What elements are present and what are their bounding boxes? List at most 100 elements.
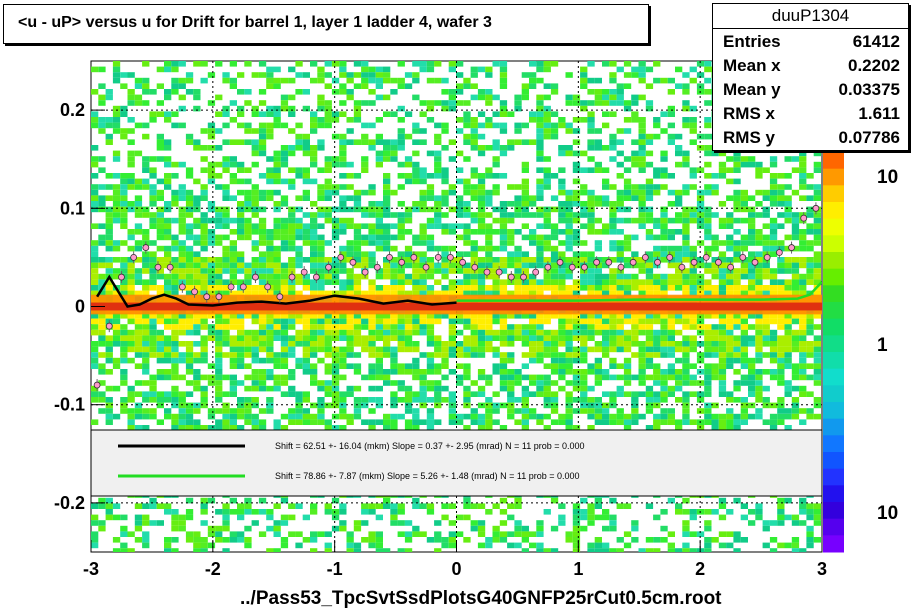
heatmap-cell [251,184,259,190]
heatmap-cell [536,380,544,386]
heatmap-cell [514,139,522,145]
heatmap-cell [412,234,420,241]
heatmap-cell [397,341,405,347]
heatmap-cell [310,369,318,375]
heatmap-cell [565,341,573,347]
heatmap-cell [244,509,252,515]
heatmap-cell [237,341,245,347]
heatmap-cell [609,290,617,297]
heatmap-cell [156,419,164,425]
heatmap-cell [120,369,128,375]
heatmap-cell [587,385,595,392]
heatmap-cell [791,363,800,369]
heatmap-cell [127,425,135,431]
heatmap-cell [112,72,121,78]
heatmap-cell [718,531,727,537]
heatmap-cell [477,290,486,297]
heatmap-cell [514,201,522,207]
heatmap-cell [426,100,435,106]
heatmap-cell [682,408,690,414]
heatmap-cell [507,201,515,207]
heatmap-cell [156,290,164,297]
heatmap-cell [127,150,135,157]
heatmap-cell [507,542,515,549]
heatmap-cell [740,363,748,369]
heatmap-cell [784,514,792,521]
heatmap-cell [580,117,588,123]
heatmap-cell [580,357,588,364]
heatmap-cell [302,537,310,543]
heatmap-cell [456,279,464,285]
heatmap-cell [638,156,646,162]
heatmap-cell [799,329,807,336]
heatmap-cell [638,548,646,552]
heatmap-cell [711,537,719,543]
heatmap-cell [375,318,383,325]
heatmap-cell [580,251,588,257]
heatmap-cell [718,369,727,375]
heatmap-cell [638,77,646,84]
heatmap-cell [185,133,194,140]
heatmap-cell [580,374,588,381]
heatmap-cell [434,262,442,269]
heatmap-cell [244,335,252,341]
heatmap-cell [667,329,675,336]
heatmap-cell [704,520,712,526]
heatmap-cell [543,173,551,179]
heatmap-cell [762,223,770,229]
heatmap-cell [587,167,595,173]
heatmap-cell [193,380,201,386]
heatmap-cell [653,402,661,409]
heatmap-cell [565,329,573,336]
heatmap-cell [477,217,486,224]
heatmap-cell [682,324,690,330]
heatmap-cell [295,61,303,67]
heatmap-cell [426,290,435,297]
heatmap-cell [164,66,172,73]
heatmap-cell [441,145,449,151]
heatmap-cell [383,380,391,386]
heatmap-cell [353,273,362,280]
heatmap-cell [193,542,201,549]
heatmap-cell [375,66,383,73]
heatmap-cell [105,133,113,140]
heatmap-cell [558,122,566,129]
heatmap-cell [507,369,515,375]
heatmap-cell [295,257,303,263]
heatmap-cell [346,363,354,369]
heatmap-cell [280,318,289,325]
heatmap-cell [726,341,734,347]
heatmap-cell [171,245,179,252]
heatmap-cell [98,363,106,369]
heatmap-cell [558,240,566,246]
heatmap-cell [134,324,143,330]
heatmap-cell [390,268,398,274]
heatmap-cell [485,72,493,78]
heatmap-cell [288,335,296,341]
heatmap-cell [726,257,734,263]
heatmap-cell [98,318,106,325]
heatmap-cell [492,352,500,358]
heatmap-cell [339,201,347,207]
heatmap-cell [521,262,529,269]
heatmap-cell [740,329,748,336]
heatmap-cell [799,167,807,173]
heatmap-cell [733,201,741,207]
heatmap-cell [193,369,201,375]
heatmap-cell [266,357,274,364]
heatmap-cell [682,413,690,420]
heatmap-cell [142,514,150,521]
heatmap-cell [426,413,435,420]
heatmap-cell [572,139,581,145]
heatmap-cell [295,206,303,213]
heatmap-cell [507,352,515,358]
heatmap-cell [645,318,654,325]
heatmap-cell [718,374,727,381]
heatmap-cell [237,251,245,257]
heatmap-cell [740,273,748,280]
heatmap-cell [609,245,617,252]
heatmap-cell [623,245,632,252]
heatmap-cell [777,279,785,285]
heatmap-cell [558,357,566,364]
heatmap-cell [492,419,500,425]
